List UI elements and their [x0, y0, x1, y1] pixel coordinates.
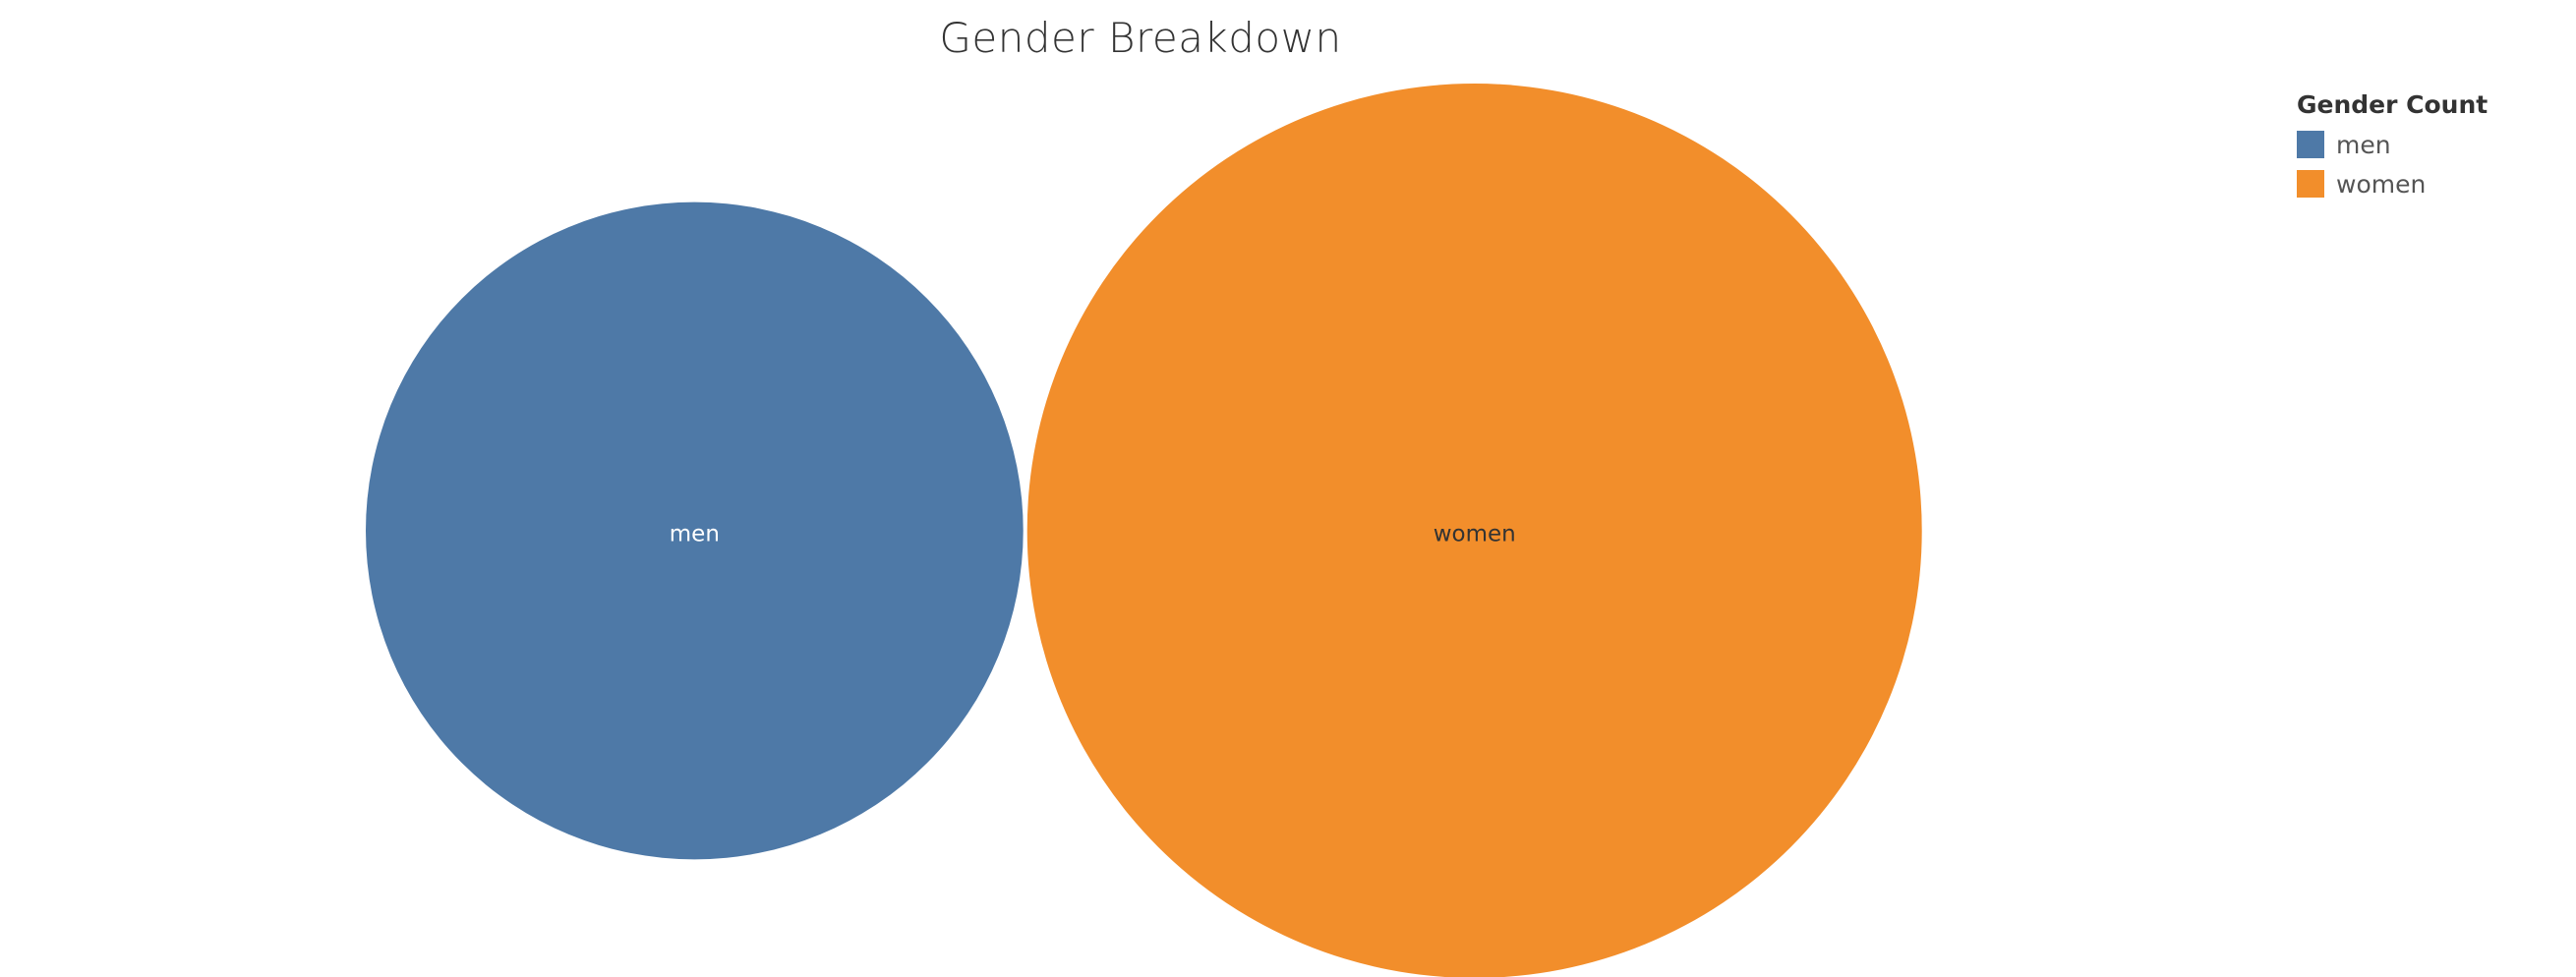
legend-items: men women	[2297, 125, 2552, 203]
legend-item-men[interactable]: men	[2297, 125, 2552, 164]
legend-title: Gender Count	[2297, 90, 2488, 119]
legend-label-men: men	[2336, 130, 2391, 159]
bubble-chart: men women	[366, 84, 1922, 977]
legend-label-women: women	[2336, 169, 2427, 199]
bubble-women[interactable]	[1026, 84, 1922, 977]
legend-item-women[interactable]: women	[2297, 164, 2552, 203]
bubble-label-women: women	[1434, 522, 1516, 547]
legend-swatch-men	[2297, 131, 2324, 158]
legend-swatch-women	[2297, 170, 2324, 198]
bubble-men[interactable]	[366, 201, 1024, 860]
legend: Gender Count men women	[2297, 90, 2552, 203]
bubble-label-men: men	[670, 522, 720, 547]
chart-title: Gender Breakdown	[939, 14, 1342, 62]
